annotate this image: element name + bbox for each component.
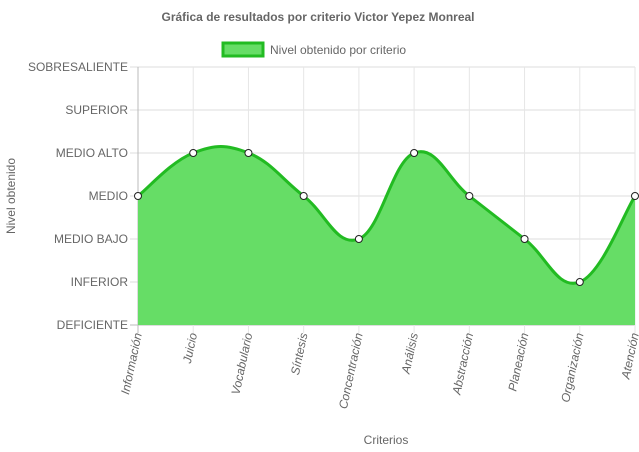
y-tick-label: INFERIOR <box>71 275 129 289</box>
y-axis-ticks: DEFICIENTE INFERIOR MEDIO BAJO MEDIO MEDIO A… <box>28 60 128 332</box>
data-point-juicio[interactable] <box>189 149 198 157</box>
y-tick-label: DEFICIENTE <box>57 318 128 332</box>
data-points <box>134 149 639 286</box>
x-tick-label: Abstracción <box>449 331 476 397</box>
legend-label: Nivel obtenido por criterio <box>270 43 406 57</box>
legend-swatch <box>221 41 265 58</box>
y-tick-label: MEDIO <box>89 189 128 203</box>
data-point-análisis[interactable] <box>410 149 419 157</box>
data-point-planeación[interactable] <box>520 235 529 243</box>
data-point-atención[interactable] <box>631 192 639 200</box>
plot-area <box>137 145 637 325</box>
data-point-organización[interactable] <box>575 278 584 286</box>
x-tick-label: Análisis <box>398 332 421 376</box>
x-tick-label: Juicio <box>180 331 200 365</box>
data-point-información[interactable] <box>134 192 142 200</box>
y-tick-label: MEDIO BAJO <box>54 232 128 246</box>
y-tick-label: SOBRESALIENTE <box>28 60 128 74</box>
data-point-vocabulario[interactable] <box>244 149 253 157</box>
data-point-concentración[interactable] <box>354 235 363 243</box>
legend[interactable]: Nivel obtenido por criterio <box>221 41 406 58</box>
x-tick-label: Atención <box>618 331 639 381</box>
x-axis-ticks: Información Juicio Vocabulario Síntesis Conc… <box>118 331 639 410</box>
area-fill <box>138 146 635 325</box>
y-tick-label: SUPERIOR <box>65 103 128 117</box>
data-point-síntesis[interactable] <box>299 192 308 200</box>
x-tick-label: Organización <box>558 331 586 403</box>
series-line <box>137 145 637 285</box>
x-tick-label: Vocabulario <box>229 331 256 396</box>
x-tick-label: Concentración <box>336 331 366 410</box>
data-point-abstracción[interactable] <box>465 192 474 200</box>
y-tick-label: MEDIO ALTO <box>56 146 128 160</box>
x-tick-label: Síntesis <box>288 332 311 377</box>
x-axis-title: Criterios <box>364 433 409 447</box>
x-tick-label: Planeación <box>505 331 531 392</box>
y-axis-title: Nivel obtenido <box>4 158 18 234</box>
x-tick-label: Información <box>118 331 145 396</box>
chart-title: Gráfica de resultados por criterio Victo… <box>162 10 475 24</box>
